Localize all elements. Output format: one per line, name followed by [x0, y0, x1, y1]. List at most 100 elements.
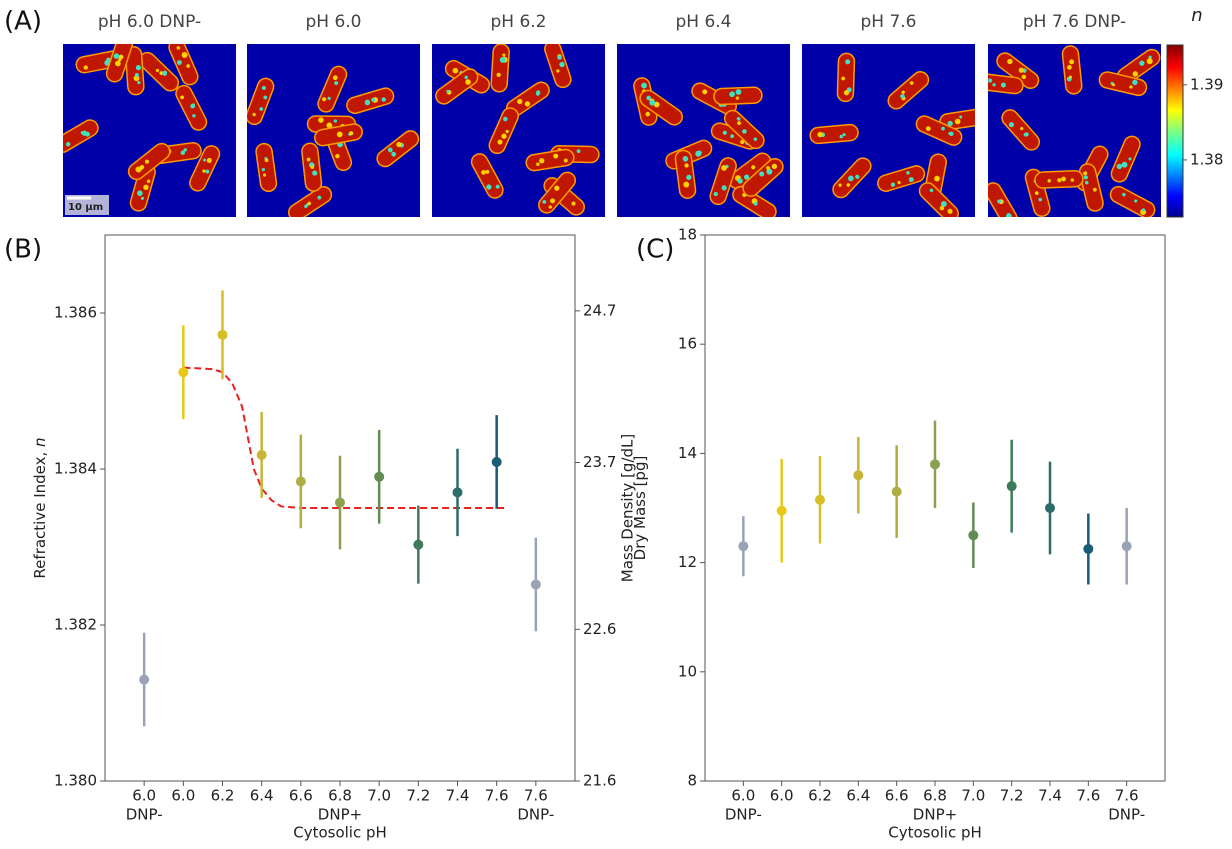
- cells: [981, 45, 1161, 217]
- cell-speckle: [735, 96, 739, 100]
- cell: [168, 44, 199, 86]
- cell-speckle: [1008, 122, 1015, 128]
- cell-speckle: [641, 82, 647, 89]
- data-point: [530, 579, 541, 590]
- micrograph: 10 µm: [63, 44, 236, 217]
- data-point: [891, 486, 902, 497]
- scale-bar-box: [65, 195, 109, 215]
- cell-speckle: [1084, 180, 1089, 185]
- cell: [127, 142, 171, 181]
- image-title: pH 6.2: [490, 12, 546, 32]
- cell-speckle: [771, 163, 778, 170]
- x-note: DNP-: [725, 806, 762, 824]
- data-point: [139, 674, 150, 685]
- cell-speckle: [503, 116, 508, 122]
- cell-body: [470, 153, 504, 199]
- cell: [488, 107, 519, 155]
- cell-speckle: [1112, 83, 1116, 87]
- cell-speckle: [702, 89, 708, 95]
- cell-speckle: [180, 150, 186, 155]
- cell-speckle: [925, 126, 931, 132]
- cell: [1034, 169, 1084, 189]
- micrograph: [432, 44, 605, 217]
- cell: [189, 145, 221, 192]
- cell-speckle: [326, 122, 333, 129]
- cell-body: [490, 44, 510, 93]
- cell-speckle: [464, 75, 468, 80]
- x-tick-label: 6.4: [250, 787, 274, 805]
- cell-speckle: [721, 165, 727, 171]
- cell-speckle: [387, 147, 393, 153]
- cell-body: [189, 145, 221, 192]
- cell-speckle: [517, 98, 523, 105]
- cell-speckle: [180, 95, 184, 100]
- cell-speckle: [191, 103, 196, 107]
- cell-speckle: [753, 201, 758, 206]
- micrograph: [617, 44, 790, 217]
- cell-speckle: [981, 83, 986, 88]
- cell-speckle: [1083, 171, 1088, 176]
- cell-speckle: [959, 115, 963, 119]
- cell-speckle: [1129, 85, 1133, 89]
- x-note: DNP-: [517, 806, 554, 824]
- cell-body: [674, 149, 697, 199]
- cell-speckle: [646, 95, 651, 101]
- x-tick-label: 7.6: [1115, 787, 1139, 805]
- cell-speckle: [332, 75, 338, 81]
- x-note: DNP-: [126, 806, 163, 824]
- cell-speckle: [134, 72, 139, 78]
- cell-speckle: [908, 177, 914, 183]
- cells: [247, 65, 420, 217]
- cells: [435, 44, 600, 216]
- panel-label: (B): [4, 235, 42, 265]
- cell-speckle: [202, 169, 206, 173]
- cells: [633, 77, 784, 217]
- cell-speckle: [65, 141, 71, 147]
- cell-speckle: [499, 56, 506, 63]
- cell: [124, 45, 145, 96]
- cell-speckle: [203, 158, 207, 162]
- y2-tick-label: 22.6: [583, 620, 616, 638]
- cell-speckle: [206, 157, 212, 163]
- cell-speckle: [1021, 74, 1027, 80]
- x-tick-label: 7.0: [367, 787, 391, 805]
- x-group-note: DNP+: [913, 806, 957, 824]
- cell-speckle: [713, 191, 718, 197]
- cell-speckle: [683, 181, 690, 188]
- cell-speckle: [139, 164, 145, 170]
- cell-speckle: [1007, 58, 1013, 65]
- cell-body: [247, 77, 275, 126]
- cell-speckle: [559, 61, 565, 68]
- x-tick-label: 6.6: [885, 787, 909, 805]
- cell-speckle: [334, 81, 339, 86]
- cell-speckle: [310, 165, 315, 169]
- cell-speckle: [848, 175, 854, 182]
- y-tick-label: 1.380: [54, 772, 97, 790]
- cell-speckle: [381, 97, 386, 102]
- cell: [709, 157, 737, 206]
- cell-body: [1001, 109, 1041, 151]
- cell-speckle: [759, 171, 765, 177]
- x-tick-label: 7.6: [524, 787, 548, 805]
- y-axis-label: Dry Mass [pg]: [631, 456, 649, 561]
- data-point: [930, 459, 940, 470]
- data-point: [452, 487, 463, 498]
- cell: [538, 171, 577, 214]
- image-title: pH 7.6: [860, 12, 916, 32]
- x-tick-label: 7.2: [406, 787, 430, 805]
- cell-speckle: [312, 170, 318, 176]
- cell-speckle: [542, 200, 547, 204]
- cell: [1001, 109, 1041, 151]
- cell: [544, 44, 572, 89]
- cell-speckle: [556, 69, 560, 73]
- cell-speckle: [317, 195, 322, 200]
- cell: [105, 44, 134, 83]
- cell-speckle: [554, 185, 560, 191]
- cell-speckle: [686, 174, 692, 181]
- y-tick-label: 14: [678, 444, 697, 462]
- cell-speckle: [1122, 192, 1126, 197]
- data-point: [217, 329, 228, 340]
- image-title: pH 6.0: [305, 12, 361, 32]
- cell-speckle: [1092, 187, 1097, 192]
- cell-speckle: [1023, 132, 1028, 137]
